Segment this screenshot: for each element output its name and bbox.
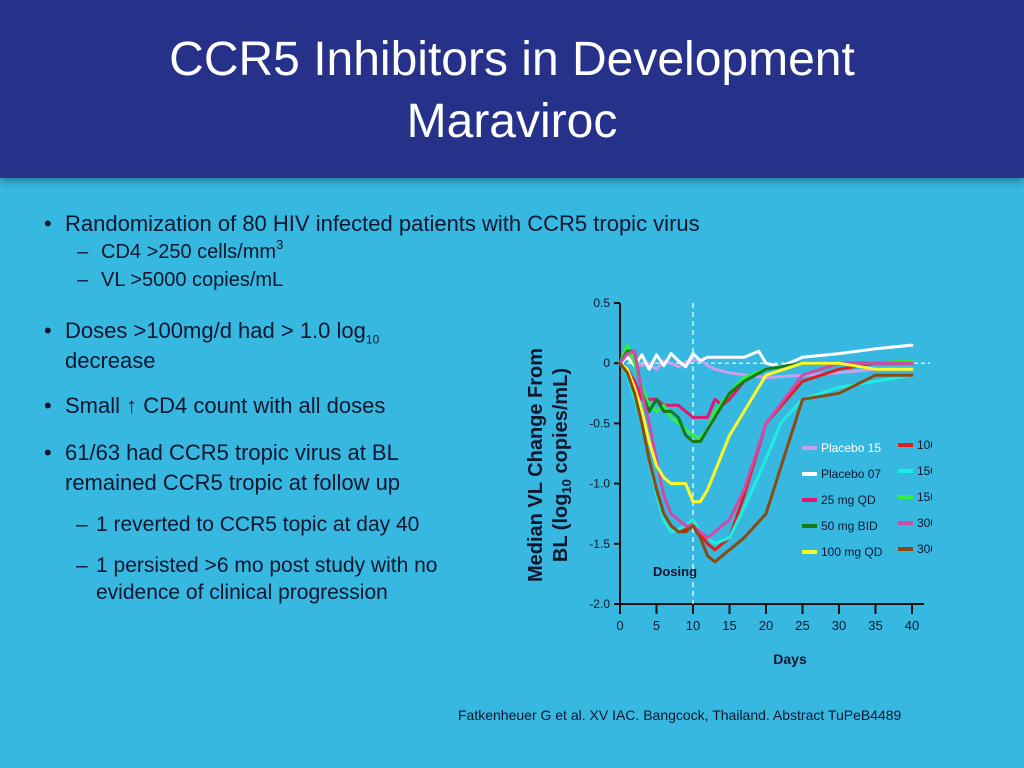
legend-label: 150 mg Fed (917, 490, 932, 504)
series-line-300-mg-bid (618, 361, 914, 564)
y-tick-label: -0.5 (589, 416, 610, 430)
x-tick-label: 25 (795, 618, 809, 633)
bullet-doses: • Doses >100mg/d had > 1.0 log10 (44, 318, 380, 347)
legend-label: 300 mg BID (917, 542, 932, 556)
slide-title: CCR5 Inhibitors in Development (169, 33, 855, 86)
bullet-doses-cont: decrease (65, 348, 156, 373)
x-tick-label: 35 (868, 618, 882, 633)
x-tick-label: 0 (616, 618, 623, 633)
legend-label: 300 mg QD (917, 516, 932, 530)
y-tick-label: -1.0 (589, 477, 610, 491)
y-tick-label: -1.5 (589, 537, 610, 551)
x-tick-label: 15 (722, 618, 736, 633)
y-axis-title: Median VL Change From BL (log10 copies/m… (525, 348, 574, 582)
dosing-label: Dosing (653, 564, 697, 579)
x-tick-label: 20 (759, 618, 773, 633)
sub-bullet-vl: – VL >5000 copies/mL (77, 269, 284, 291)
up-arrow-icon: ↑ (126, 393, 138, 418)
y-axis-title-line1: Median VL Change From (525, 348, 547, 582)
y-tick-label: 0 (603, 356, 610, 370)
x-tick-label: 40 (905, 618, 919, 633)
sub-bullet-reverted: –1 reverted to CCR5 topic at day 40 (76, 513, 420, 536)
x-axis-label: Days (773, 651, 807, 667)
series-line-placebo-07 (618, 343, 914, 371)
legend-label: Placebo 15 (821, 441, 881, 455)
legend-label: 50 mg BID (821, 519, 878, 533)
citation: Fatkenheuer G et al. XV IAC. Bangcock, T… (458, 707, 902, 723)
y-tick-label: -2.0 (589, 597, 610, 611)
legend-label: 150 mg Fast (917, 464, 932, 478)
bullet-small-cd4: • Small ↑ CD4 count with all doses (44, 393, 386, 418)
y-axis-title-line2: BL (log10 copies/mL) (550, 368, 574, 562)
chart-legend: Placebo 15 100 mg BID Placebo 07 150 mg Fas… (802, 438, 984, 559)
sub-bullet-persisted: –1 persisted >6 mo post study with no (76, 554, 438, 577)
series-line-100-mg-qd (618, 361, 914, 504)
x-tick-label: 30 (832, 618, 846, 633)
sub-bullet-persisted-cont: evidence of clinical progression (96, 581, 388, 604)
legend-label: 100 mg BID (917, 438, 932, 452)
legend-label: Placebo 07 (821, 467, 881, 481)
sub-bullet-cd4: – CD4 >250 cells/mm3 (77, 237, 284, 263)
bullet-tropic-cont: remained CCR5 tropic at follow up (65, 470, 401, 495)
slide-subtitle: Maraviroc (406, 95, 618, 148)
bullet-randomization: • Randomization of 80 HIV infected patien… (44, 211, 700, 236)
y-tick-label: 0.5 (593, 296, 610, 310)
legend-label: 100 mg QD (821, 545, 883, 559)
title-bar: CCR5 Inhibitors in Development Maraviroc (0, 0, 1024, 178)
vl-change-chart: Median VL Change From BL (log10 copies/m… (512, 290, 984, 685)
chart-svg: Median VL Change From BL (log10 copies/m… (525, 296, 984, 667)
x-tick-label: 5 (653, 618, 660, 633)
bullet-tropic: • 61/63 had CCR5 tropic virus at BL (44, 440, 399, 465)
x-tick-label: 10 (686, 618, 700, 633)
legend-label: 25 mg QD (821, 493, 876, 507)
